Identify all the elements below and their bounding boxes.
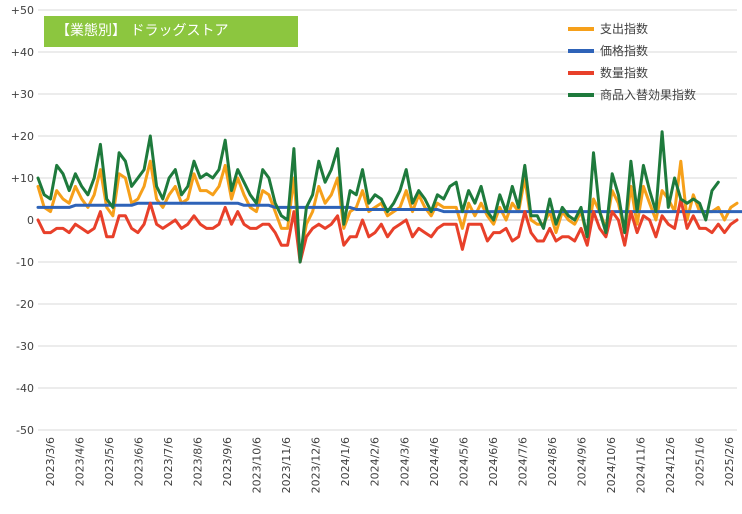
x-tick-label: 2024/3/6 [398, 437, 411, 486]
x-tick-label: 2023/8/6 [192, 437, 205, 486]
y-tick-label: -30 [16, 340, 34, 353]
x-tick-label: 2024/6/6 [487, 437, 500, 486]
series-layer [36, 130, 742, 264]
x-tick-label: 2023/9/6 [221, 437, 234, 486]
x-tick-label: 2024/2/6 [369, 437, 382, 486]
legend-label: 価格指数 [600, 43, 648, 58]
y-tick-label: -40 [16, 382, 34, 395]
x-tick-label: 2023/12/6 [310, 437, 323, 493]
x-tick-label: 2024/12/6 [664, 437, 677, 493]
y-tick-label: +20 [11, 130, 34, 143]
x-tick-label: 2023/10/6 [251, 437, 264, 493]
x-tick-label: 2025/1/6 [693, 437, 706, 486]
x-tick-label: 2024/9/6 [575, 437, 588, 486]
axis-layer: +50 +40 +30 +20 +10 0 -10 -20 -30 -40 -50 2023/3/6 2… [11, 4, 736, 493]
y-tick-label: +40 [11, 46, 34, 59]
x-tick-label: 2023/5/6 [103, 437, 116, 486]
legend-label: 支出指数 [600, 21, 648, 36]
legend-label: 商品入替効果指数 [600, 87, 696, 102]
x-tick-label: 2024/1/6 [339, 437, 352, 486]
x-tick-label: 2023/6/6 [133, 437, 146, 486]
x-tick-label: 2023/11/6 [280, 437, 293, 493]
x-tick-label: 2024/7/6 [516, 437, 529, 486]
x-tick-label: 2024/11/6 [634, 437, 647, 493]
y-tick-label: +30 [11, 88, 34, 101]
x-tick-label: 2023/4/6 [74, 437, 87, 486]
x-tick-label: 2024/5/6 [457, 437, 470, 486]
chart-title: 【業態別】 ドラッグストア [44, 16, 298, 47]
x-tick-label: 2024/4/6 [428, 437, 441, 486]
series-line [36, 197, 739, 264]
y-tick-label: -50 [16, 424, 34, 437]
x-tick-label: 2024/10/6 [605, 437, 618, 493]
y-tick-label: +50 [11, 4, 34, 17]
x-tick-label: 2024/8/6 [546, 437, 559, 486]
legend-label: 数量指数 [600, 65, 648, 80]
y-tick-label: -10 [16, 256, 34, 269]
y-tick-label: +10 [11, 172, 34, 185]
x-tick-label: 2025/2/6 [723, 437, 736, 486]
x-tick-label: 2023/3/6 [44, 437, 57, 486]
x-tick-label: 2023/7/6 [162, 437, 175, 486]
y-tick-label: -20 [16, 298, 34, 311]
y-tick-label: 0 [27, 214, 34, 227]
series-line [36, 130, 720, 264]
